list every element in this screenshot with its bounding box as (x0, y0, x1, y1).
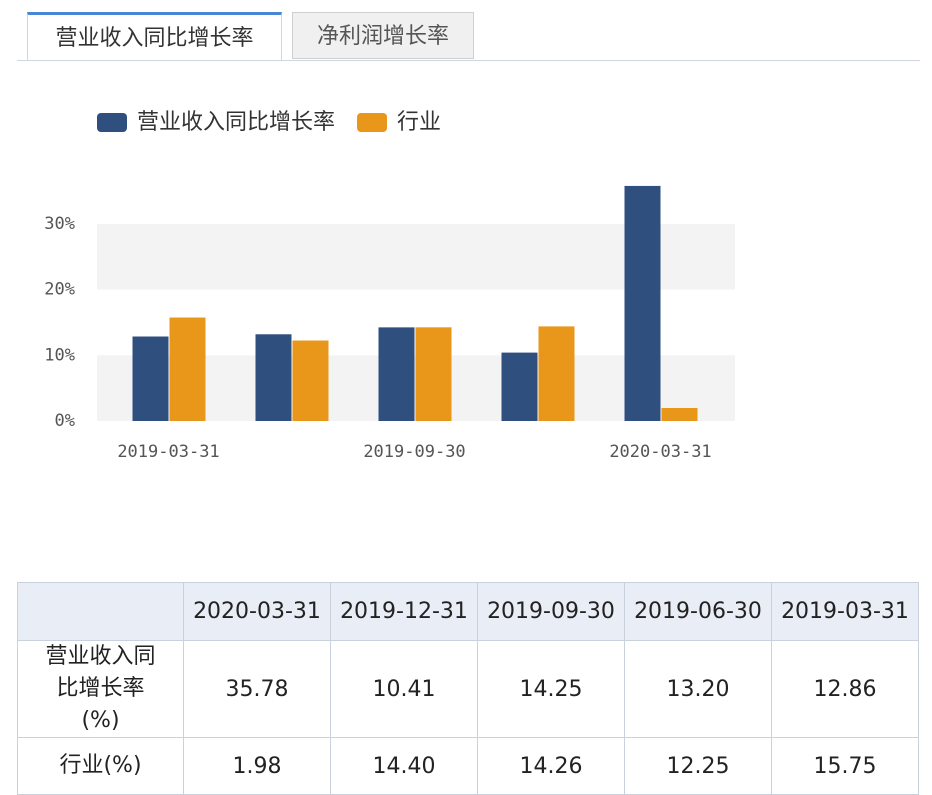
header-cell: 2019-09-30 (477, 582, 625, 641)
header-cell (17, 582, 184, 641)
cell: 14.25 (477, 640, 625, 738)
bar (378, 327, 415, 421)
x-tick-label: 2019-03-31 (117, 442, 219, 462)
x-tick-label: 2020-03-31 (609, 442, 711, 462)
bar (624, 185, 661, 421)
legend-label: 营业收入同比增长率 (137, 110, 335, 135)
cell: 12.25 (624, 737, 772, 795)
header-cell: 2020-03-31 (183, 582, 331, 641)
tab[interactable]: 营业收入同比增长率 (27, 12, 282, 61)
data-table: 2020-03-31 2019-12-31 2019-09-30 2019-06… (17, 582, 919, 795)
row-label: 行业(%) (17, 737, 184, 795)
x-tick-label: 2019-09-30 (363, 442, 465, 462)
y-tick-label: 10% (44, 345, 75, 365)
header-cell: 2019-06-30 (624, 582, 772, 641)
tab[interactable]: 净利润增长率 (292, 12, 474, 59)
cell: 35.78 (183, 640, 331, 738)
bar (292, 340, 329, 421)
cell: 13.20 (624, 640, 772, 738)
tab-divider (17, 60, 920, 61)
y-tick-label: 30% (44, 214, 75, 234)
header-row: 2020-03-31 2019-12-31 2019-09-30 2019-06… (17, 582, 919, 641)
bar (132, 336, 169, 421)
cell: 12.86 (771, 640, 919, 738)
bar (661, 407, 698, 421)
cell: 14.26 (477, 737, 625, 795)
bar (255, 334, 292, 421)
row-label: 营业收入同比增长率(%) (17, 640, 184, 738)
table-row: 行业(%) 1.98 14.40 14.26 12.25 15.75 (17, 737, 919, 795)
y-tick-label: 0% (55, 411, 75, 431)
bar (415, 327, 452, 421)
bar (538, 326, 575, 421)
header-cell: 2019-03-31 (771, 582, 919, 641)
bar (501, 352, 538, 421)
legend-swatch (97, 113, 127, 132)
table-row: 营业收入同比增长率(%) 35.78 10.41 14.25 13.20 12.… (17, 640, 919, 738)
legend-swatch (357, 113, 388, 132)
bar (169, 317, 206, 421)
cell: 15.75 (771, 737, 919, 795)
cell: 1.98 (183, 737, 331, 795)
legend-label: 行业 (397, 110, 441, 135)
cell: 14.40 (330, 737, 478, 795)
cell: 10.41 (330, 640, 478, 738)
y-tick-label: 20% (44, 280, 75, 300)
chart: 营业收入同比增长率 行业 0% 10% 20% 30% 2019-03-31 2019-09-… (44, 110, 735, 462)
header-cell: 2019-12-31 (330, 582, 478, 641)
